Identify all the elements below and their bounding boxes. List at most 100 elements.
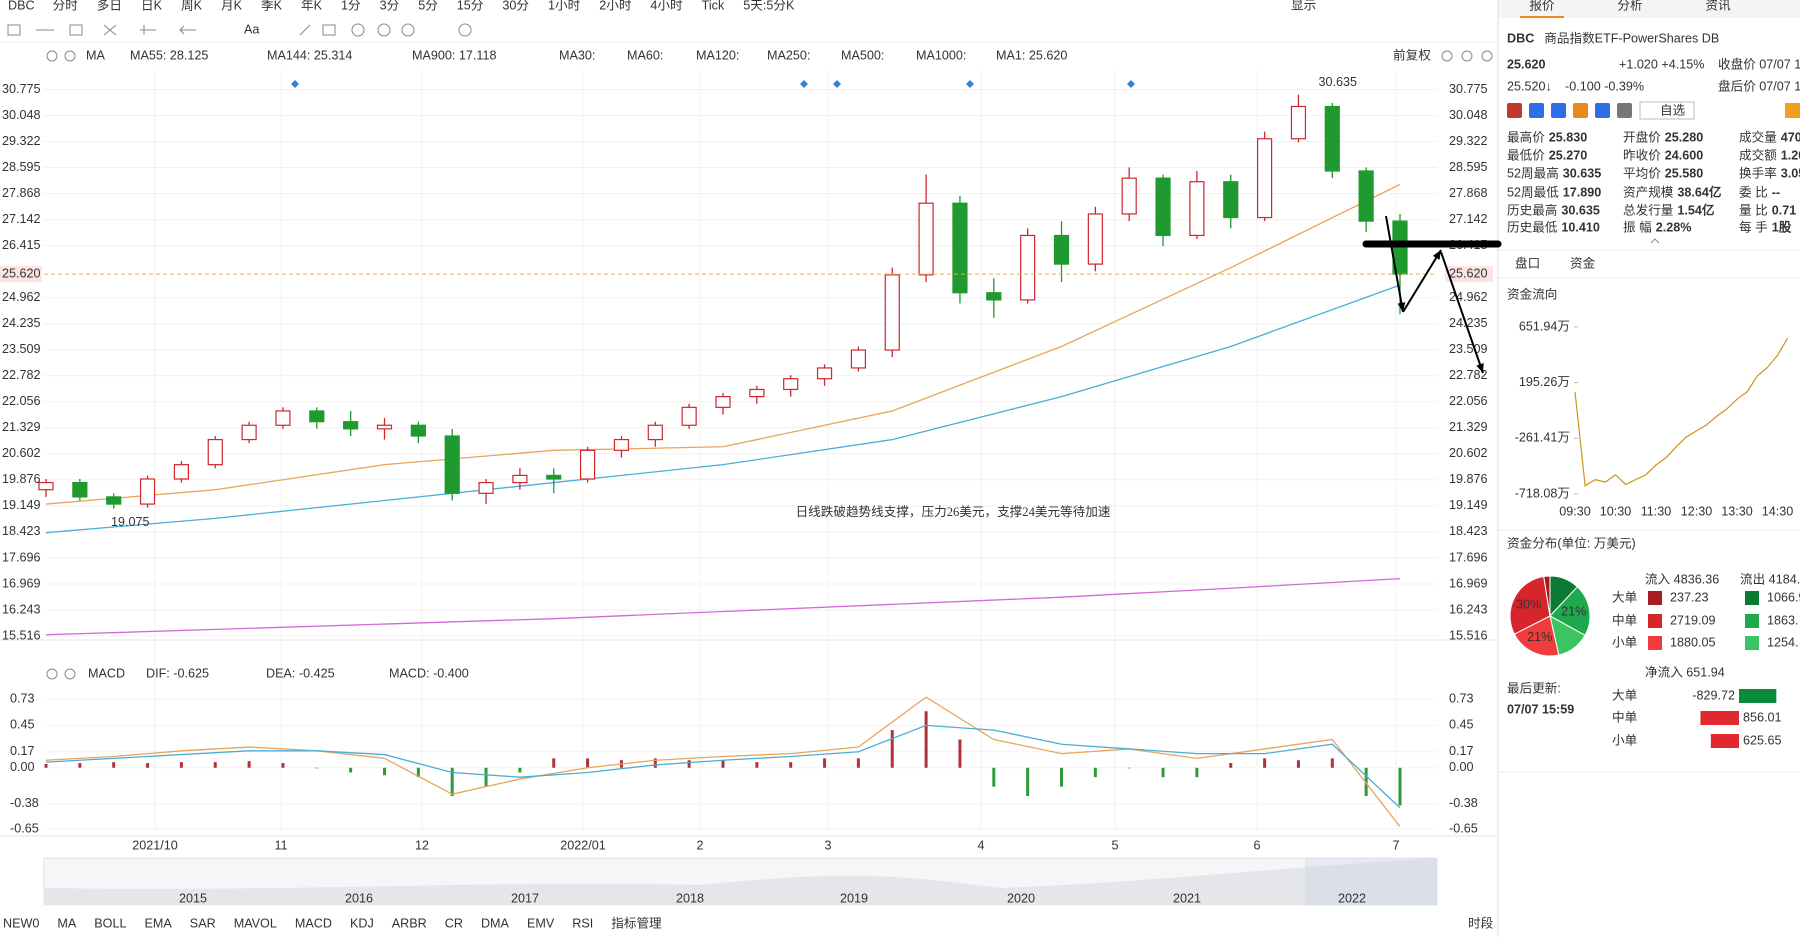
indicator-tab[interactable]: ARBR: [392, 916, 427, 930]
icon[interactable]: [103, 24, 117, 36]
collapse-chevron[interactable]: [1650, 238, 1660, 244]
panel-subtab[interactable]: 盘口: [1515, 255, 1540, 270]
period-tab[interactable]: 年K: [301, 0, 323, 12]
icon[interactable]: [351, 23, 365, 37]
indicator-tab[interactable]: BOLL: [94, 916, 126, 930]
panel-subtab[interactable]: 资金: [1570, 255, 1596, 270]
stat-label: 委 比: [1739, 185, 1768, 199]
icon[interactable]: [1595, 103, 1610, 118]
legend-item[interactable]: DEA: -0.425: [266, 666, 335, 680]
settings-icon[interactable]: [46, 668, 58, 680]
settings-icon[interactable]: [46, 50, 58, 62]
icon[interactable]: [322, 24, 336, 36]
icon[interactable]: [299, 24, 311, 36]
legend-item[interactable]: MA250:: [767, 48, 810, 62]
period-tab[interactable]: 季K: [261, 0, 283, 12]
event-marker[interactable]: [291, 80, 299, 88]
period-tab[interactable]: 分时: [53, 0, 79, 12]
legend-item[interactable]: MACD: -0.400: [389, 666, 469, 680]
indicator-tab[interactable]: MACD: [295, 916, 332, 930]
indicator-tab[interactable]: MA: [57, 916, 76, 930]
period-tab[interactable]: 15分: [457, 0, 484, 12]
panel-tab[interactable]: 报价: [1529, 0, 1555, 12]
zoom-in-icon[interactable]: [1481, 50, 1493, 62]
navigator-window[interactable]: [1305, 858, 1437, 905]
candle-body: [444, 435, 460, 494]
icon[interactable]: [1551, 103, 1566, 118]
period-tab[interactable]: 5天:5分K: [743, 0, 795, 12]
net-value: 856.01: [1743, 710, 1782, 724]
icon[interactable]: [7, 24, 21, 36]
indicator-tab[interactable]: NEW0: [3, 916, 39, 930]
panel-tab[interactable]: 分析: [1617, 0, 1643, 12]
watch-button[interactable]: [1639, 101, 1695, 120]
indicator-tab[interactable]: EMA: [145, 916, 173, 930]
panel-tab[interactable]: 资讯: [1705, 0, 1731, 12]
indicator-tab[interactable]: DMA: [481, 916, 510, 930]
icon[interactable]: [1573, 103, 1588, 118]
pie-slice: [1509, 575, 1551, 635]
reset-icon[interactable]: [1441, 50, 1453, 62]
legend-item[interactable]: MA60:: [627, 48, 663, 62]
icon[interactable]: [140, 25, 156, 35]
close-icon[interactable]: [64, 50, 76, 62]
icon[interactable]: [1617, 103, 1632, 118]
legend-item[interactable]: MA55: 28.125: [130, 48, 208, 62]
indicator-tab[interactable]: SAR: [190, 916, 216, 930]
y-tick-label: 0.17: [1449, 744, 1474, 758]
period-tab[interactable]: 日K: [141, 0, 163, 12]
y-tick-label: 15.516: [1449, 628, 1488, 642]
legend-item[interactable]: MA900: 17.118: [412, 48, 497, 62]
indicator-tab[interactable]: CR: [445, 916, 463, 930]
legend-item[interactable]: MA120:: [696, 48, 739, 62]
icon[interactable]: [458, 23, 472, 37]
macd-bar: [1296, 760, 1300, 768]
close-icon[interactable]: [64, 668, 76, 680]
display-menu[interactable]: 显示: [1291, 0, 1316, 12]
indicator-tab[interactable]: EMV: [527, 916, 555, 930]
legend-item[interactable]: MA500:: [841, 48, 884, 62]
event-marker[interactable]: [800, 80, 808, 88]
period-tab[interactable]: 1分: [341, 0, 361, 12]
period-tab[interactable]: 多日: [97, 0, 122, 12]
adjust-mode[interactable]: 前复权: [1393, 47, 1431, 62]
event-marker[interactable]: [833, 80, 841, 88]
icon[interactable]: [179, 25, 196, 35]
period-tab[interactable]: 1小时: [548, 0, 581, 12]
period-tab[interactable]: 周K: [181, 0, 203, 12]
period-tab[interactable]: 3分: [380, 0, 400, 12]
legend-item[interactable]: MA1000:: [916, 48, 966, 62]
legend-item[interactable]: DIF: -0.625: [146, 666, 209, 680]
period-tab[interactable]: 5分: [418, 0, 438, 12]
watch-label[interactable]: 自选: [1660, 103, 1686, 117]
stat-value: 1.20: [1781, 148, 1800, 162]
event-marker[interactable]: [1127, 80, 1135, 88]
icon[interactable]: [69, 24, 83, 36]
icon[interactable]: [401, 23, 415, 37]
legend-item[interactable]: MA1: 25.620: [996, 48, 1067, 62]
indicator-tab[interactable]: 指标管理: [611, 916, 662, 930]
period-tab[interactable]: 4小时: [650, 0, 683, 12]
stat-value: 24.600: [1665, 148, 1704, 162]
period-tab[interactable]: 月K: [221, 0, 243, 12]
icon[interactable]: [377, 23, 391, 37]
indicator-name[interactable]: MACD: [88, 666, 125, 680]
y-tick-label: 30.048: [1449, 108, 1488, 122]
session-button[interactable]: 时段: [1468, 916, 1494, 930]
zoom-out-icon[interactable]: [1461, 50, 1473, 62]
indicator-tab[interactable]: KDJ: [350, 916, 374, 930]
event-marker[interactable]: [966, 80, 974, 88]
period-tab[interactable]: Tick: [702, 0, 725, 12]
legend-item[interactable]: MA30:: [559, 48, 595, 62]
indicator-name[interactable]: MA: [86, 48, 105, 62]
indicator-tab[interactable]: RSI: [572, 916, 593, 930]
y-tick-label: 18.423: [2, 524, 41, 538]
indicator-tab[interactable]: MAVOL: [234, 916, 277, 930]
icon[interactable]: [1507, 103, 1522, 118]
icon[interactable]: [1785, 103, 1800, 118]
legend-item[interactable]: MA144: 25.314: [267, 48, 352, 62]
icon[interactable]: [1529, 103, 1544, 118]
period-tab[interactable]: 30分: [502, 0, 529, 12]
font-tool[interactable]: Aa: [244, 22, 259, 36]
period-tab[interactable]: 2小时: [599, 0, 632, 12]
